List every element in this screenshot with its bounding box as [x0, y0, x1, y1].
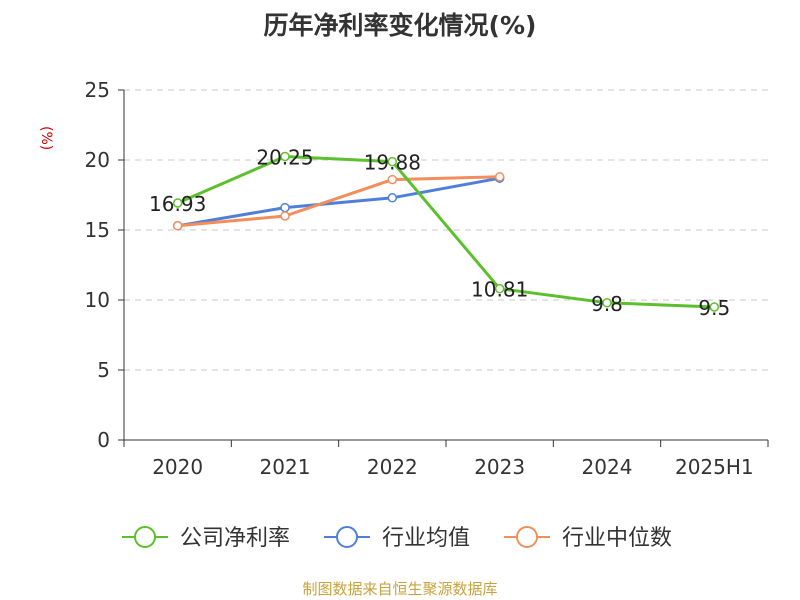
- x-tick-label: 2024: [582, 455, 633, 479]
- data-point: [172, 221, 183, 231]
- data-point: [494, 172, 505, 182]
- legend-label: 公司净利率: [180, 526, 290, 551]
- chart-title: 历年净利率变化情况(%): [263, 11, 537, 40]
- x-tick-label: 2021: [260, 455, 311, 479]
- y-tick-label: 10: [85, 288, 110, 312]
- data-point: [387, 174, 398, 185]
- x-tick-label: 2022: [367, 455, 418, 479]
- data-label: 9.5: [698, 296, 730, 320]
- y-tick-label: 25: [85, 78, 110, 102]
- data-point: [387, 193, 398, 203]
- y-tick-label: 20: [85, 148, 110, 172]
- y-tick-label: 5: [97, 358, 110, 382]
- legend-marker: [336, 526, 358, 548]
- series-line: [177, 176, 500, 228]
- x-tick-label: 2023: [474, 455, 525, 479]
- data-label: 20.25: [256, 146, 313, 170]
- data-point: [280, 211, 290, 221]
- source-note: 制图数据来自恒生聚源数据库: [302, 580, 498, 598]
- series-line: [177, 175, 500, 228]
- data-point: [494, 283, 505, 294]
- data-point: [280, 151, 290, 162]
- data-point: [387, 156, 398, 167]
- y-tick-label: 0: [97, 428, 110, 452]
- data-point: [709, 302, 720, 312]
- data-label: 9.8: [591, 292, 623, 316]
- legend-label: 行业中位数: [562, 526, 672, 551]
- data-point: [602, 298, 612, 308]
- y-tick-label: 15: [85, 218, 110, 242]
- series-line: [177, 155, 715, 309]
- legend-marker: [134, 526, 156, 548]
- data-label: 10.81: [471, 278, 528, 302]
- data-point: [172, 198, 183, 208]
- data-label: 19.88: [364, 151, 421, 175]
- legend-marker: [516, 526, 538, 548]
- x-tick-label: 2020: [152, 455, 203, 479]
- legend-label: 行业均值: [382, 526, 470, 551]
- data-point: [280, 202, 290, 213]
- x-tick-label: 2025H1: [675, 455, 754, 479]
- data-label: 16.93: [149, 192, 206, 216]
